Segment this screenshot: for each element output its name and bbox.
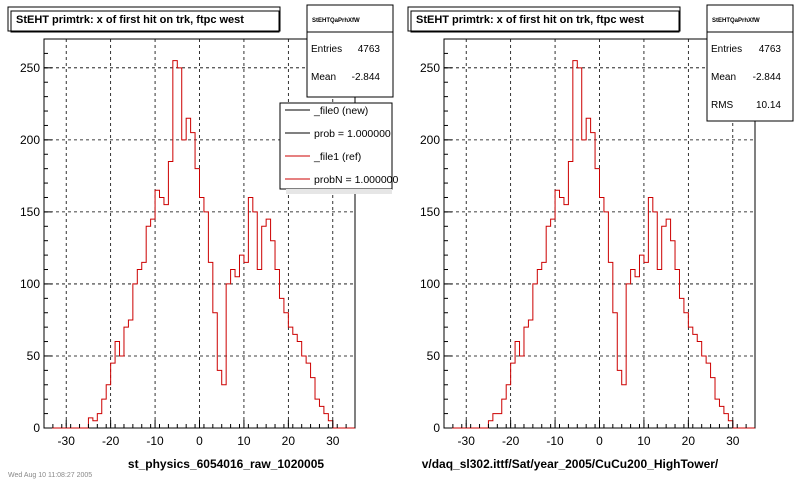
x-tick-label: 10 <box>637 434 651 448</box>
x-tick-label: 20 <box>282 434 296 448</box>
axis-ticks-left: -30 -20 -10 0 10 20 30 0 50 100 150 200 250 <box>20 52 356 448</box>
x-tick-label: 30 <box>726 434 740 448</box>
x-tick-label: 20 <box>682 434 696 448</box>
x-tick-label: -30 <box>458 434 476 448</box>
histogram-series-left <box>44 60 355 429</box>
stats-entries-label-left: Entries <box>311 44 342 55</box>
stats-rms-value-right: 10.14 <box>756 100 781 111</box>
chart-right: -30 -20 -10 0 10 20 30 0 50 100 150 200 250 StEHT pr… <box>407 4 794 471</box>
y-tick-label: 250 <box>20 61 40 75</box>
y-tick-label: 0 <box>433 421 440 435</box>
stats-rms-label-right: RMS <box>711 100 734 111</box>
y-tick-label: 100 <box>420 277 440 291</box>
x-tick-label: 0 <box>196 434 203 448</box>
x-tick-label: -20 <box>502 434 520 448</box>
legend-entry-2: _file1 (ref) <box>313 151 361 163</box>
stats-header-right: StEHTQaPrhXfW <box>712 18 760 24</box>
stats-entries-value-left: 4763 <box>358 44 381 55</box>
x-axis-label-right: v/daq_sl302.ittf/Sat/year_2005/CuCu200_H… <box>422 457 719 471</box>
y-tick-label: 200 <box>20 133 40 147</box>
y-tick-label: 0 <box>33 421 40 435</box>
title-shadow-right <box>410 10 680 33</box>
stats-entries-value-right: 4763 <box>759 44 782 55</box>
x-tick-label: -30 <box>58 434 76 448</box>
histogram-series-right <box>444 60 755 429</box>
x-tick-label: 30 <box>326 434 340 448</box>
chart-left: -30 -20 -10 0 10 20 30 0 50 100 150 200 250 StEHT pr… <box>7 4 399 479</box>
x-tick-label: 0 <box>596 434 603 448</box>
stats-box-right: StEHTQaPrhXfW Entries 4763 Mean -2.844 R… <box>706 4 794 122</box>
legend-left: _file0 (new) prob = 1.000000 _file1 (ref… <box>279 102 399 194</box>
stats-mean-value-right: -2.844 <box>753 72 782 83</box>
chart-title-left: StEHT primtrk: x of first hit on trk, ft… <box>16 14 244 26</box>
grid-right <box>444 39 755 428</box>
legend-entry-1: prob = 1.000000 <box>314 128 391 140</box>
legend-entry-0: _file0 (new) <box>313 105 368 117</box>
y-tick-label: 150 <box>420 205 440 219</box>
stats-entries-label-right: Entries <box>711 44 742 55</box>
y-tick-label: 250 <box>420 61 440 75</box>
stats-box-left: StEHTQaPrhXfW Entries 4763 Mean -2.844 <box>306 4 394 98</box>
x-tick-label: -20 <box>102 434 120 448</box>
title-shadow-left <box>10 10 280 33</box>
stats-mean-value-left: -2.844 <box>352 72 381 83</box>
x-axis-label-left: st_physics_6054016_raw_1020005 <box>128 457 324 471</box>
footer-timestamp: Wed Aug 10 11:08:27 2005 <box>8 472 92 479</box>
y-tick-label: 100 <box>20 277 40 291</box>
y-tick-label: 150 <box>20 205 40 219</box>
x-tick-label: -10 <box>146 434 164 448</box>
stats-mean-label-right: Mean <box>711 72 736 83</box>
chart-title-right: StEHT primtrk: x of first hit on trk, ft… <box>416 14 644 26</box>
stats-header-left: StEHTQaPrhXfW <box>312 18 360 24</box>
axis-ticks-right: -30 -20 -10 0 10 20 30 0 50 100 150 200 250 <box>420 52 756 448</box>
x-tick-label: 10 <box>237 434 251 448</box>
stats-mean-label-left: Mean <box>311 72 336 83</box>
x-tick-label: -10 <box>546 434 564 448</box>
y-tick-label: 200 <box>420 133 440 147</box>
y-tick-label: 50 <box>27 349 41 363</box>
legend-entry-3: probN = 1.000000 <box>314 174 399 186</box>
y-tick-label: 50 <box>427 349 441 363</box>
